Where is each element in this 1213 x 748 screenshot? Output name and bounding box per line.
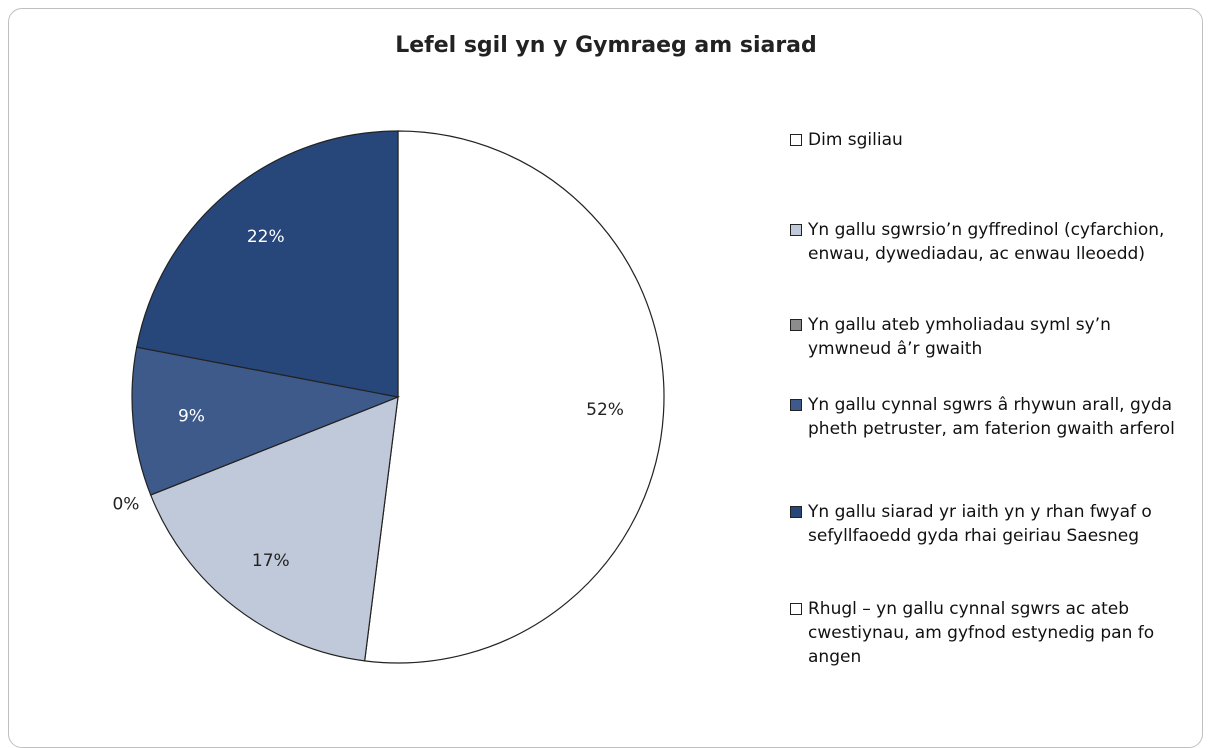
legend-item: Yn gallu cynnal sgwrs â rhywun arall, gy… [790, 393, 1195, 441]
data-label: 0% [112, 495, 139, 515]
chart: Lefel sgil yn y Gymraeg am siarad 52% 17%… [112, 33, 817, 664]
legend-label: Yn gallu ateb ymholiadau syml sy’n ymwne… [808, 315, 1111, 359]
pie-slice [136, 130, 399, 398]
legend-label: Yn gallu siarad yr iaith yn y rhan fwyaf… [808, 502, 1152, 546]
data-label: 52% [586, 400, 624, 420]
legend-swatch [790, 319, 802, 331]
legend-label: Yn gallu cynnal sgwrs â rhywun arall, gy… [808, 395, 1175, 439]
legend-swatch [790, 506, 802, 518]
legend-label: Dim sgiliau [808, 130, 903, 150]
page: {"chart_data": {"type": "pie", "title": … [8, 8, 1203, 748]
chart-title: Lefel sgil yn y Gymraeg am siarad [395, 33, 817, 58]
pie-slice [363, 130, 665, 664]
pie-slice [149, 396, 399, 662]
legend-item: Dim sgiliau [790, 128, 1195, 152]
legend-swatch [790, 224, 802, 236]
data-label: 17% [252, 551, 290, 571]
legend-swatch [790, 134, 802, 146]
legend-item: Rhugl – yn gallu cynnal sgwrs ac ateb cw… [790, 597, 1195, 669]
data-label: 22% [247, 227, 285, 247]
legend-label: Yn gallu sgwrsio’n gyffredinol (cyfarchi… [808, 220, 1165, 264]
data-label: 9% [178, 407, 205, 427]
legend-item: Yn gallu ateb ymholiadau syml sy’n ymwne… [790, 313, 1195, 361]
legend-swatch [790, 399, 802, 411]
pie-slice [131, 346, 401, 496]
legend-label: Rhugl – yn gallu cynnal sgwrs ac ateb cw… [808, 599, 1155, 667]
legend-item: Yn gallu sgwrsio’n gyffredinol (cyfarchi… [790, 218, 1195, 266]
legend-swatch [790, 603, 802, 615]
legend-item: Yn gallu siarad yr iaith yn y rhan fwyaf… [790, 500, 1195, 548]
